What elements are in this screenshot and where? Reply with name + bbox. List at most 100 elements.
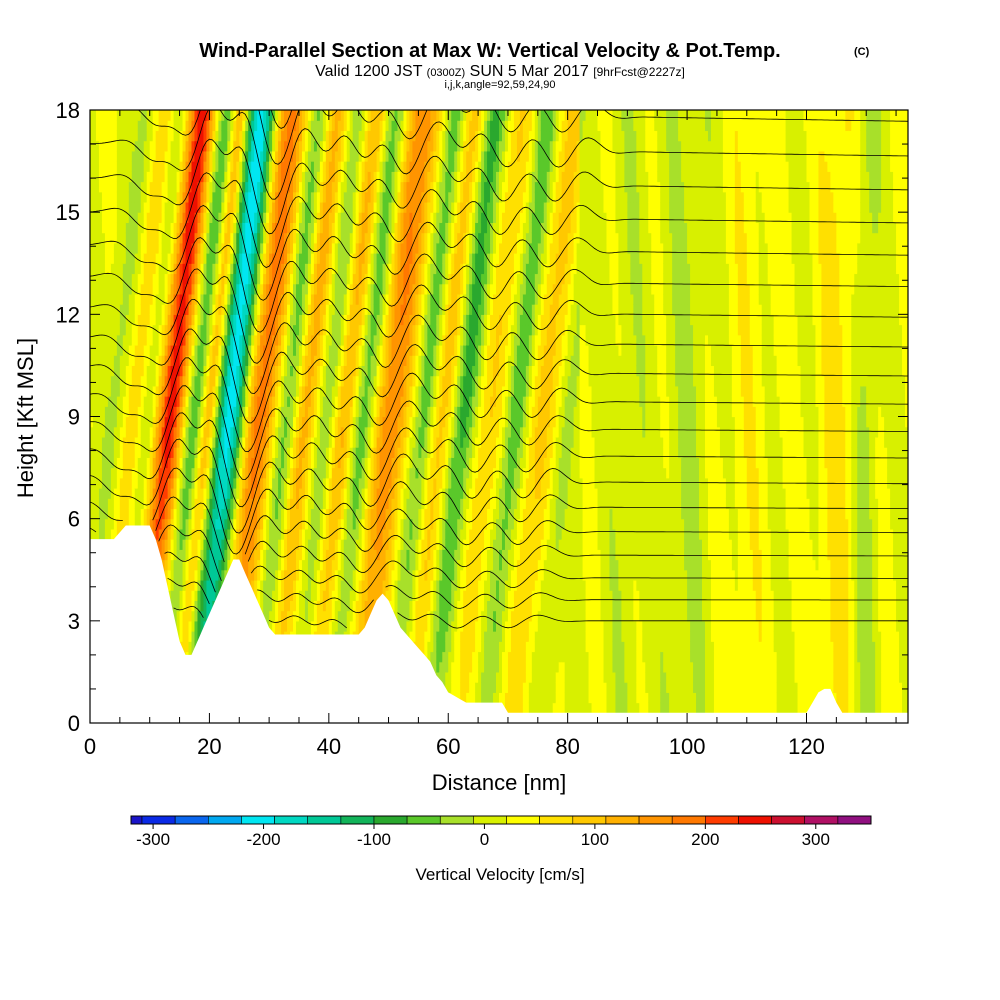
- velocity-cell: [301, 273, 306, 285]
- velocity-cell: [301, 181, 306, 193]
- velocity-cell: [272, 406, 276, 418]
- velocity-cell: [134, 426, 139, 438]
- velocity-cell: [209, 528, 214, 540]
- velocity-cell: [263, 191, 267, 203]
- velocity-cell: [230, 436, 234, 448]
- velocity-cell: [298, 314, 303, 326]
- velocity-cell: [119, 283, 124, 295]
- velocity-cell: [197, 140, 202, 152]
- velocity-cell: [298, 569, 303, 581]
- velocity-cell: [95, 355, 100, 367]
- velocity-cell: [176, 559, 181, 571]
- velocity-cell: [242, 539, 246, 550]
- velocity-cell: [316, 324, 321, 336]
- velocity-cell: [173, 579, 178, 591]
- velocity-cell: [266, 212, 270, 223]
- velocity-cell: [301, 396, 306, 407]
- velocity-cell: [298, 181, 303, 193]
- velocity-cell: [152, 161, 157, 172]
- velocity-cell: [131, 181, 136, 193]
- velocity-cell: [281, 416, 285, 428]
- velocity-cell: [209, 273, 214, 285]
- velocity-cell: [313, 293, 318, 305]
- velocity-cell: [203, 549, 208, 561]
- velocity-cell: [251, 457, 255, 469]
- velocity-cell: [179, 620, 184, 632]
- velocity-cell: [188, 631, 193, 642]
- velocity-cell: [322, 222, 327, 234]
- velocity-cell: [218, 549, 222, 561]
- velocity-cell: [194, 222, 199, 234]
- velocity-cell: [257, 518, 261, 530]
- velocity-cell: [90, 518, 94, 530]
- velocity-cell: [200, 201, 205, 213]
- velocity-cell: [275, 273, 279, 285]
- velocity-cell: [152, 488, 157, 499]
- velocity-cell: [310, 161, 315, 172]
- velocity-cell: [322, 416, 327, 428]
- velocity-cell: [152, 181, 157, 193]
- velocity-cell: [307, 416, 312, 428]
- velocity-cell: [245, 273, 249, 285]
- velocity-cell: [128, 191, 133, 203]
- velocity-cell: [110, 232, 115, 244]
- velocity-cell: [206, 488, 211, 499]
- velocity-cell: [307, 110, 312, 121]
- velocity-cell: [334, 590, 339, 601]
- velocity-cell: [134, 375, 139, 387]
- velocity-cell: [179, 447, 184, 458]
- velocity-cell: [242, 242, 246, 254]
- velocity-cell: [194, 110, 199, 121]
- velocity-cell: [251, 171, 255, 183]
- velocity-cell: [176, 181, 181, 193]
- velocity-cell: [295, 181, 300, 193]
- velocity-cell: [104, 375, 109, 387]
- velocity-cell: [182, 610, 187, 622]
- velocity-cell: [248, 110, 252, 121]
- velocity-cell: [191, 283, 196, 295]
- velocity-cell: [316, 130, 321, 142]
- velocity-cell: [107, 283, 112, 295]
- velocity-cell: [191, 579, 196, 591]
- velocity-cell: [304, 283, 309, 295]
- velocity-cell: [113, 447, 118, 458]
- velocity-cell: [227, 201, 231, 213]
- velocity-cell: [176, 232, 181, 244]
- velocity-cell: [239, 539, 243, 550]
- velocity-cell: [269, 477, 273, 489]
- velocity-cell: [143, 436, 148, 448]
- velocity-cell: [304, 293, 309, 305]
- velocity-cell: [110, 273, 115, 285]
- velocity-cell: [167, 426, 172, 438]
- velocity-cell: [328, 130, 333, 142]
- velocity-cell: [281, 406, 285, 418]
- velocity-cell: [233, 457, 237, 469]
- velocity-cell: [158, 344, 163, 356]
- velocity-cell: [233, 508, 237, 520]
- velocity-cell: [236, 181, 240, 193]
- velocity-cell: [316, 253, 321, 264]
- velocity-cell: [319, 396, 324, 407]
- velocity-cell: [233, 365, 237, 377]
- velocity-cell: [290, 334, 294, 346]
- velocity-cell: [266, 498, 270, 510]
- velocity-cell: [125, 283, 130, 295]
- velocity-cell: [284, 610, 288, 622]
- velocity-cell: [239, 120, 243, 132]
- velocity-cell: [200, 528, 205, 540]
- velocity-cell: [90, 201, 94, 213]
- velocity-cell: [128, 355, 133, 367]
- velocity-cell: [266, 222, 270, 234]
- velocity-cell: [131, 304, 136, 315]
- velocity-cell: [182, 467, 187, 479]
- velocity-cell: [107, 191, 112, 203]
- velocity-cell: [212, 467, 216, 479]
- velocity-cell: [101, 426, 106, 438]
- velocity-cell: [107, 212, 112, 223]
- velocity-cell: [290, 518, 294, 530]
- velocity-cell: [293, 120, 297, 132]
- velocity-cell: [295, 620, 300, 632]
- velocity-cell: [152, 293, 157, 305]
- velocity-cell: [200, 130, 205, 142]
- velocity-cell: [322, 467, 327, 479]
